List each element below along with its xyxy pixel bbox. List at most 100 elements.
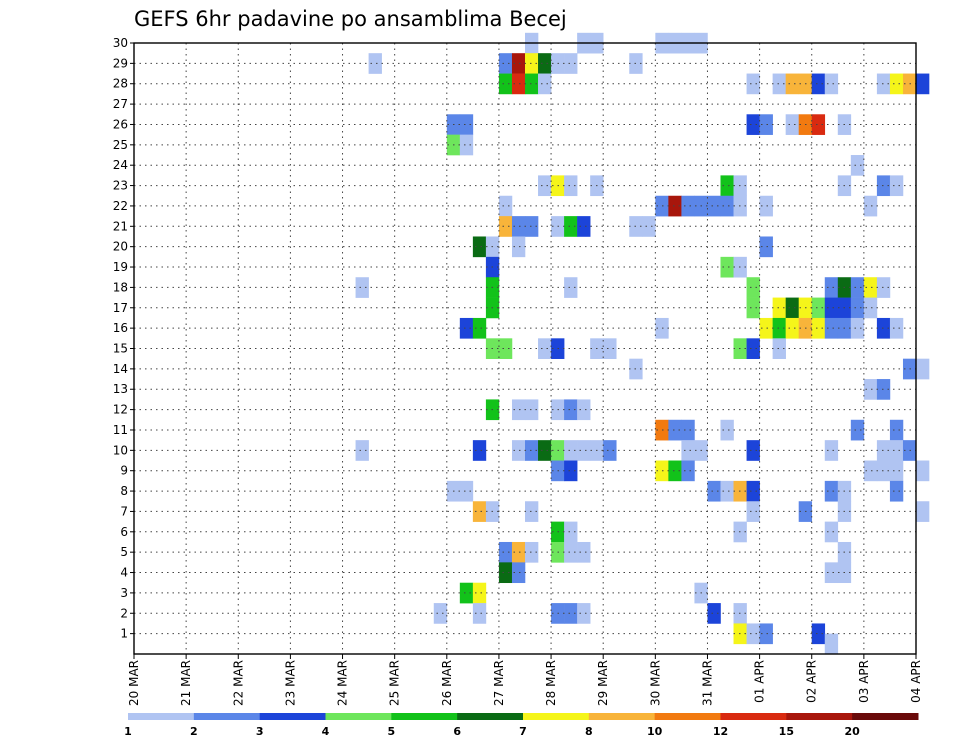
y-tick-label: 27	[113, 97, 128, 111]
heatmap-cell	[459, 317, 474, 339]
heatmap-cell	[863, 297, 878, 319]
colorbar-segment	[523, 713, 590, 720]
heatmap-cell	[511, 53, 526, 74]
heatmap-cell	[916, 460, 930, 482]
heatmap-cell	[746, 338, 760, 359]
heatmap-cell	[681, 440, 695, 461]
heatmap-cell	[525, 541, 539, 563]
x-tick-label: 25 MAR	[388, 660, 402, 706]
colorbar-segment	[128, 713, 195, 720]
y-tick-label: 10	[113, 443, 128, 457]
heatmap-cell	[498, 195, 513, 217]
x-tick-label: 02 APR	[805, 660, 819, 703]
y-tick-label: 5	[120, 545, 128, 559]
heatmap-cell	[811, 317, 826, 339]
y-tick-label: 8	[120, 484, 128, 498]
colorbar-label: 12	[713, 725, 728, 738]
chart-title: GEFS 6hr padavine po ansamblima Becej	[134, 7, 567, 31]
heatmap-cell	[850, 419, 865, 441]
heatmap-cell	[538, 175, 552, 197]
heatmap-cell	[863, 277, 878, 298]
heatmap-cell	[720, 480, 734, 502]
colorbar-segment	[259, 713, 326, 720]
heatmap-cell	[746, 501, 760, 522]
heatmap-cell	[472, 440, 487, 461]
heatmap-cell	[863, 379, 878, 400]
heatmap-cell	[876, 460, 891, 482]
heatmap-cell	[498, 216, 513, 237]
heatmap-cell	[577, 399, 591, 421]
heatmap-cell	[577, 541, 591, 563]
heatmap-cell	[850, 317, 865, 339]
heatmap-cell	[746, 440, 760, 461]
colorbar-label: 6	[453, 725, 461, 738]
heatmap-cell	[759, 317, 773, 339]
x-tick-label: 03 APR	[857, 660, 871, 703]
heatmap-cell	[655, 460, 669, 482]
heatmap-cell	[746, 297, 760, 319]
y-tick-label: 9	[120, 464, 128, 478]
heatmap-cell	[746, 480, 760, 502]
heatmap-cell	[824, 297, 839, 319]
heatmap-cell	[498, 53, 513, 74]
heatmap-cell	[668, 195, 682, 217]
heatmap-cell	[850, 155, 865, 176]
heatmap-cell	[525, 73, 539, 95]
y-tick-label: 25	[113, 138, 128, 152]
heatmap-cell	[707, 195, 721, 217]
heatmap-cell	[603, 440, 617, 461]
heatmap-cell	[564, 541, 578, 563]
x-axis: 20 MAR 21 MAR 22 MAR 23 MAR 24 MAR 25 MAR 26 M…	[127, 654, 923, 706]
y-tick-label: 22	[113, 199, 128, 213]
heatmap-cell	[707, 603, 721, 624]
heatmap-cell	[655, 195, 669, 217]
heatmap-cell	[785, 114, 799, 135]
heatmap-cell	[889, 480, 904, 502]
heatmap-cell	[564, 521, 578, 543]
heatmap-cell	[355, 440, 369, 461]
grid-lines	[134, 43, 916, 654]
y-tick-label: 2	[120, 606, 128, 620]
heatmap-cell	[538, 73, 552, 95]
heatmap-cell	[707, 480, 721, 502]
x-tick-label: 27 MAR	[492, 660, 506, 706]
y-tick-label: 26	[113, 117, 128, 131]
y-tick-label: 28	[113, 77, 128, 91]
x-tick-label: 26 MAR	[440, 660, 454, 706]
x-tick-label: 22 MAR	[231, 660, 245, 706]
colorbar-segment	[654, 713, 721, 720]
heatmap-cell	[525, 53, 539, 74]
heatmap-cell	[746, 114, 760, 135]
colorbar-label: 5	[388, 725, 396, 738]
y-tick-label: 15	[113, 342, 128, 356]
heatmap-cell	[850, 277, 865, 298]
heatmap-cell	[525, 216, 539, 237]
heatmap-cell	[916, 501, 930, 522]
heatmap-cell	[824, 562, 839, 584]
heatmap-cell	[472, 317, 487, 339]
heatmap-cell	[889, 440, 904, 461]
x-tick-label: 04 APR	[909, 660, 923, 703]
heatmap-cell	[511, 216, 526, 237]
heatmap-cell	[472, 603, 487, 624]
heatmap-cell	[720, 195, 734, 217]
colorbar-legend: 1 2 3 4 5 6 7 8 10 12 15 20	[124, 713, 919, 738]
heatmap-cell	[564, 277, 578, 298]
heatmap-cell	[876, 73, 891, 95]
heatmap-cell	[681, 419, 695, 441]
heatmap-cell	[720, 419, 734, 441]
heatmap-cell	[746, 73, 760, 95]
colorbar-label: 3	[256, 725, 264, 738]
heatmap-cell	[511, 440, 526, 461]
heatmap-cell	[759, 114, 773, 135]
heatmap-cell	[538, 338, 552, 359]
heatmap-cell	[824, 277, 839, 298]
y-tick-label: 7	[120, 504, 128, 518]
y-tick-label: 16	[113, 321, 128, 335]
heatmap-cell	[498, 562, 513, 584]
heatmap-cell	[811, 114, 826, 135]
x-tick-label: 24 MAR	[336, 660, 350, 706]
heatmap-cell	[525, 399, 539, 421]
heatmap-cell	[511, 73, 526, 95]
heatmap-cell	[459, 114, 474, 135]
